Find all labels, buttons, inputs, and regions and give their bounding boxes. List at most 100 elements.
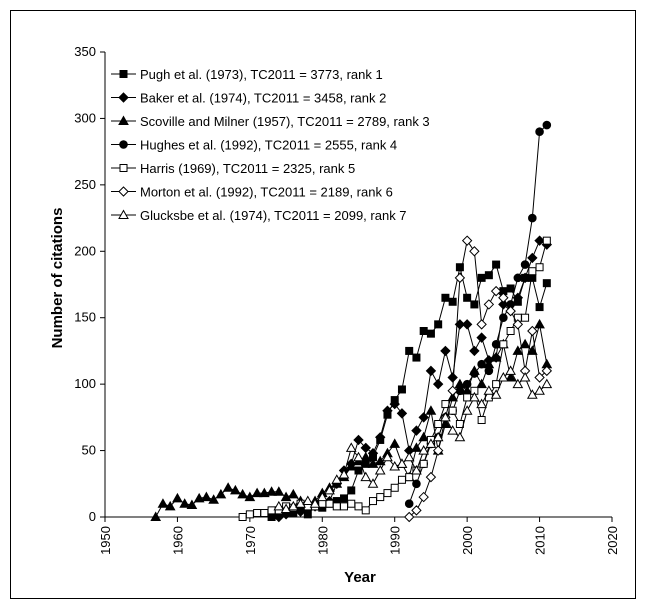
data-point <box>534 372 545 383</box>
data-point <box>186 499 198 510</box>
data-point <box>519 371 531 382</box>
legend-label: Glucksbe et al. (1974), TC2011 = 2099, r… <box>140 208 407 223</box>
data-point <box>527 252 538 264</box>
data-point <box>541 378 553 389</box>
data-point <box>469 345 480 357</box>
data-point <box>331 474 343 484</box>
legend-marker <box>118 115 129 125</box>
x-tick-label: 1990 <box>388 526 403 555</box>
y-tick-label: 150 <box>74 310 96 325</box>
data-point <box>238 513 247 521</box>
data-point <box>390 483 399 492</box>
data-point <box>382 451 393 462</box>
data-point <box>542 236 551 245</box>
y-tick-label: 350 <box>74 44 96 59</box>
legend-entry-7: Glucksbe et al. (1974), TC2011 = 2099, r… <box>111 208 407 223</box>
legend-marker <box>119 164 128 172</box>
data-point <box>266 486 277 496</box>
data-point <box>411 464 422 475</box>
data-point <box>222 482 234 492</box>
data-point <box>215 488 227 499</box>
data-point <box>483 385 495 395</box>
data-point <box>419 459 428 468</box>
data-point <box>345 460 357 471</box>
data-point <box>412 479 421 489</box>
data-point <box>432 445 444 456</box>
data-point <box>418 412 429 423</box>
data-point <box>490 352 502 362</box>
data-point <box>273 486 285 496</box>
data-point <box>434 320 443 329</box>
legend: Pugh et al. (1973), TC2011 = 3773, rank … <box>111 67 430 223</box>
data-point <box>397 475 406 484</box>
data-point <box>519 338 531 349</box>
data-point <box>295 498 306 508</box>
data-point <box>492 260 501 269</box>
x-tick-label: 1970 <box>243 526 258 555</box>
data-point <box>526 345 538 355</box>
data-point <box>498 371 509 382</box>
data-point <box>397 385 406 394</box>
data-point <box>396 458 408 468</box>
data-point <box>411 425 422 436</box>
data-point <box>404 499 414 509</box>
data-point <box>340 494 349 503</box>
data-point <box>461 235 473 246</box>
data-point <box>528 267 537 276</box>
data-point <box>193 492 205 503</box>
data-point <box>245 510 254 519</box>
data-point <box>520 260 530 269</box>
data-point <box>411 505 422 516</box>
data-point <box>280 491 292 502</box>
data-point <box>354 502 363 511</box>
data-point <box>361 459 370 468</box>
data-point <box>367 448 379 459</box>
y-tick-label: 100 <box>74 376 96 391</box>
data-point <box>476 332 487 343</box>
legend-entry-3: Scoville and Milner (1957), TC2011 = 278… <box>111 114 430 129</box>
data-point <box>440 345 451 357</box>
data-point <box>367 478 379 488</box>
data-point <box>490 285 502 297</box>
data-point <box>476 398 487 409</box>
data-point <box>534 385 545 395</box>
data-point <box>376 493 385 502</box>
data-point <box>309 498 321 508</box>
data-point <box>368 497 377 506</box>
data-point <box>230 484 241 495</box>
y-tick-label: 300 <box>74 110 96 125</box>
data-point <box>506 327 515 335</box>
y-tick-label: 50 <box>82 443 96 458</box>
data-point <box>448 406 457 415</box>
data-point <box>469 246 480 257</box>
legend-entry-4: Hughes et al. (1992), TC2011 = 2555, ran… <box>111 138 397 153</box>
data-point <box>506 284 515 293</box>
data-point <box>527 325 538 337</box>
data-point <box>201 491 212 502</box>
legend-label: Harris (1969), TC2011 = 2325, rank 5 <box>140 161 355 176</box>
legend-entry-6: Morton et al. (1992), TC2011 = 2189, ran… <box>111 185 393 200</box>
data-point <box>280 503 292 514</box>
data-point <box>251 487 263 498</box>
data-point <box>463 393 472 402</box>
data-point <box>505 305 516 317</box>
data-point <box>412 353 421 362</box>
data-point <box>498 292 509 303</box>
data-point <box>273 500 285 511</box>
legend-marker <box>118 92 129 103</box>
data-point <box>273 511 285 523</box>
data-point <box>512 378 524 389</box>
data-point <box>360 451 372 462</box>
legend-marker <box>119 140 128 149</box>
data-point <box>499 340 508 349</box>
data-point <box>389 438 401 448</box>
data-point <box>535 127 544 137</box>
legend-marker <box>119 70 128 78</box>
data-point <box>360 471 372 482</box>
data-point <box>484 271 493 280</box>
data-point <box>505 365 516 375</box>
data-point <box>476 319 487 330</box>
data-point <box>253 509 262 518</box>
data-point <box>347 499 356 508</box>
data-point <box>345 442 357 452</box>
